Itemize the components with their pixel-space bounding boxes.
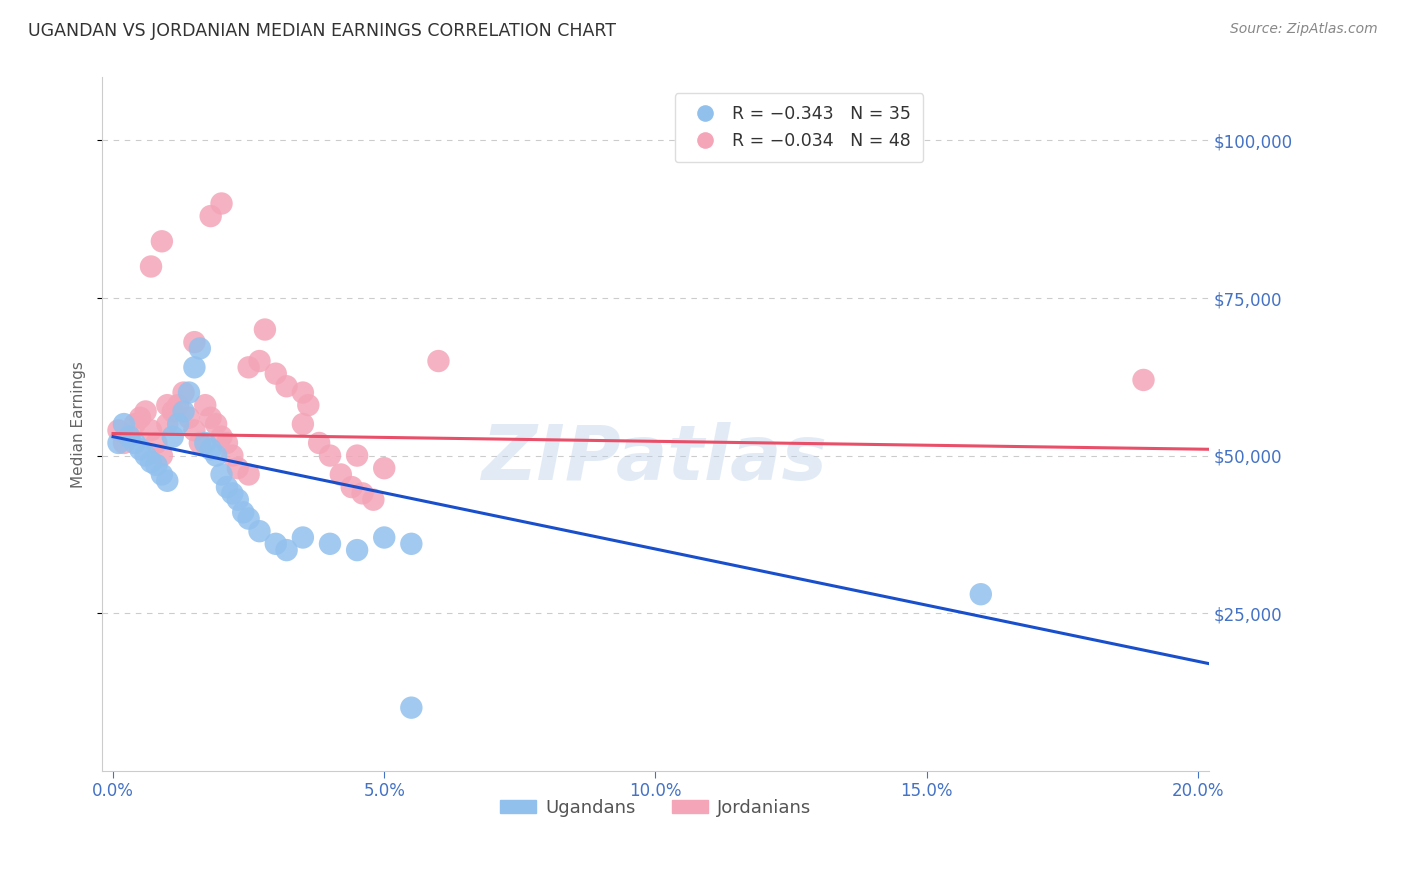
Ugandans	[183, 360, 205, 375]
Text: UGANDAN VS JORDANIAN MEDIAN EARNINGS CORRELATION CHART: UGANDAN VS JORDANIAN MEDIAN EARNINGS COR…	[28, 22, 616, 40]
Jordanians	[308, 436, 330, 450]
Ugandans	[232, 505, 254, 519]
Ugandans	[118, 430, 141, 444]
Ugandans	[221, 486, 243, 500]
Ugandans	[194, 436, 217, 450]
Jordanians	[188, 436, 211, 450]
Jordanians	[150, 449, 173, 463]
Jordanians	[352, 486, 374, 500]
Jordanians	[211, 430, 233, 444]
Jordanians	[264, 367, 287, 381]
Jordanians	[319, 449, 342, 463]
Jordanians	[135, 404, 157, 418]
Ugandans	[162, 430, 184, 444]
Jordanians	[173, 385, 195, 400]
Ugandans	[150, 467, 173, 482]
Jordanians	[238, 360, 260, 375]
Jordanians	[200, 209, 222, 223]
Jordanians	[124, 417, 146, 431]
Jordanians	[139, 423, 162, 437]
Jordanians	[363, 492, 385, 507]
Jordanians	[297, 398, 319, 412]
Ugandans	[215, 480, 238, 494]
Jordanians	[291, 417, 314, 431]
Jordanians	[238, 467, 260, 482]
Ugandans	[135, 449, 157, 463]
Jordanians	[253, 322, 276, 336]
Jordanians	[373, 461, 395, 475]
Jordanians	[167, 398, 190, 412]
Jordanians	[150, 235, 173, 249]
Ugandans	[167, 417, 190, 431]
Ugandans	[200, 442, 222, 457]
Text: ZIPatlas: ZIPatlas	[482, 422, 828, 496]
Jordanians	[249, 354, 271, 368]
Text: Source: ZipAtlas.com: Source: ZipAtlas.com	[1230, 22, 1378, 37]
Ugandans	[346, 543, 368, 558]
Jordanians	[200, 410, 222, 425]
Jordanians	[276, 379, 298, 393]
Ugandans	[177, 385, 200, 400]
Legend: Ugandans, Jordanians: Ugandans, Jordanians	[492, 791, 818, 824]
Jordanians	[215, 436, 238, 450]
Ugandans	[112, 417, 135, 431]
Jordanians	[205, 417, 228, 431]
Jordanians	[183, 423, 205, 437]
Ugandans	[226, 492, 249, 507]
Ugandans	[970, 587, 993, 601]
Y-axis label: Median Earnings: Median Earnings	[72, 360, 86, 488]
Ugandans	[249, 524, 271, 539]
Jordanians	[346, 449, 368, 463]
Ugandans	[139, 455, 162, 469]
Jordanians	[145, 436, 167, 450]
Ugandans	[156, 474, 179, 488]
Jordanians	[177, 410, 200, 425]
Jordanians	[156, 417, 179, 431]
Ugandans	[276, 543, 298, 558]
Ugandans	[124, 436, 146, 450]
Ugandans	[291, 531, 314, 545]
Ugandans	[373, 531, 395, 545]
Jordanians	[194, 398, 217, 412]
Jordanians	[139, 260, 162, 274]
Ugandans	[173, 404, 195, 418]
Jordanians	[107, 423, 129, 437]
Jordanians	[129, 410, 152, 425]
Ugandans	[129, 442, 152, 457]
Ugandans	[205, 449, 228, 463]
Jordanians	[427, 354, 450, 368]
Jordanians	[226, 461, 249, 475]
Jordanians	[183, 335, 205, 350]
Jordanians	[329, 467, 352, 482]
Ugandans	[188, 342, 211, 356]
Jordanians	[340, 480, 363, 494]
Ugandans	[107, 436, 129, 450]
Ugandans	[401, 537, 423, 551]
Ugandans	[401, 700, 423, 714]
Ugandans	[319, 537, 342, 551]
Jordanians	[112, 436, 135, 450]
Ugandans	[264, 537, 287, 551]
Jordanians	[162, 404, 184, 418]
Ugandans	[211, 467, 233, 482]
Jordanians	[221, 449, 243, 463]
Jordanians	[118, 430, 141, 444]
Ugandans	[145, 458, 167, 472]
Ugandans	[238, 511, 260, 525]
Jordanians	[211, 196, 233, 211]
Jordanians	[291, 385, 314, 400]
Jordanians	[1132, 373, 1154, 387]
Jordanians	[156, 398, 179, 412]
